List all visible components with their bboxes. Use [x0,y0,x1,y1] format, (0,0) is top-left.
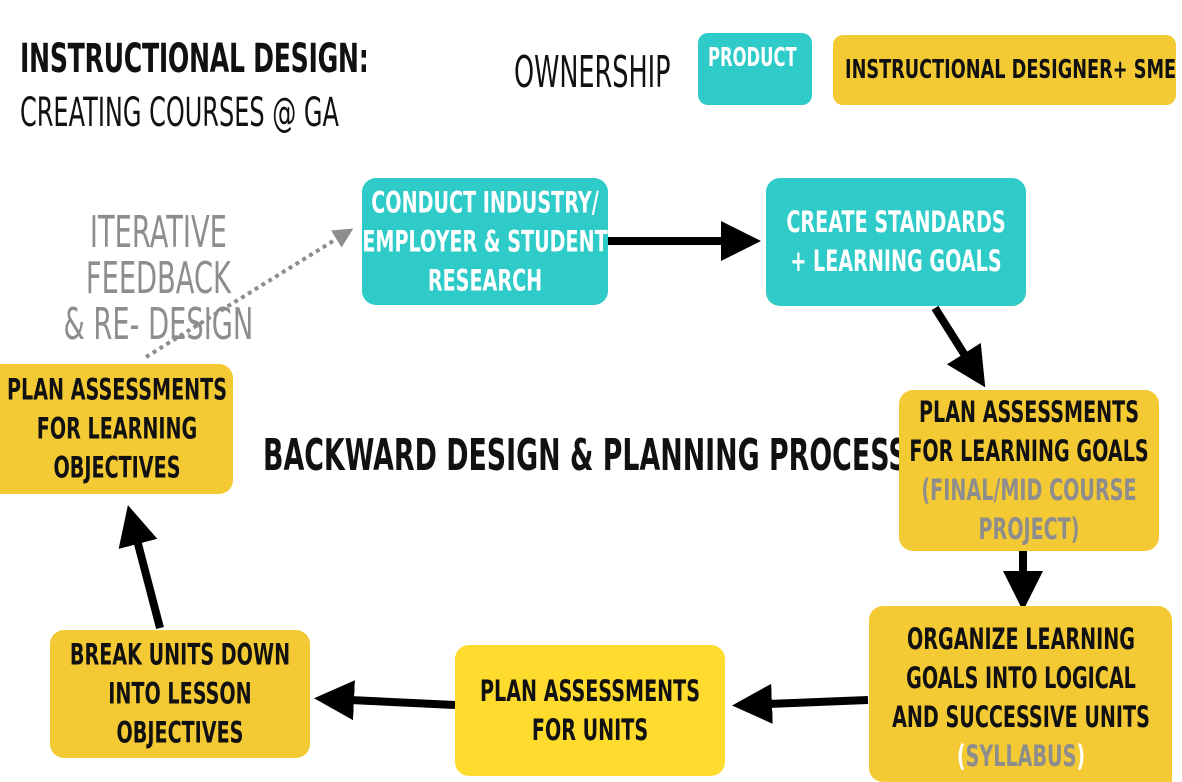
node-assess-objectives-line-2: FOR LEARNING [36,411,197,446]
arrow-feedback-to-research [144,228,354,359]
ownership-label: OWNERSHIP [514,47,671,98]
node-organize-note: (SYLLABUS) [892,737,1150,776]
node-organize-note-open: ( [956,738,966,773]
arrow-standards-to-assess-goals [931,305,986,388]
arrow-assess-units-to-break-units [314,680,456,721]
node-research: CONDUCT INDUSTRY/ EMPLOYER & STUDENT RES… [362,178,608,305]
node-research-line-3: RESEARCH [427,263,543,297]
legend-instructional-designer-label: INSTRUCTIONAL DESIGNER+ SME [845,55,1177,85]
node-standards: CREATE STANDARDS + LEARNING GOALS [766,178,1026,306]
arrow-break-units-to-assess-objectives [118,505,164,630]
legend-product-swatch: PRODUCT [698,33,812,105]
node-assess-goals-line-2: FOR LEARNING GOALS [909,433,1149,468]
node-break-units-line-1: BREAK UNITS DOWN [69,637,291,672]
page-subtitle: CREATING COURSES @ GA [20,90,339,136]
iterative-feedback-label: ITERATIVE FEEDBACK & RE- DESIGN [63,207,254,350]
node-organize-note-text: SYLLABUS [965,738,1076,773]
node-assess-units-line-2: FOR UNITS [531,712,649,747]
page-title: INSTRUCTIONAL DESIGN: [20,36,369,82]
node-assess-goals-note-2: PROJECT) [978,511,1080,546]
node-assess-goals-line-1: PLAN ASSESSMENTS [918,394,1140,429]
arrow-organize-to-assess-units [732,683,869,724]
legend-product-label: PRODUCT [708,43,797,73]
node-break-units-line-2: INTO LESSON [108,676,252,711]
node-assess-objectives: PLAN ASSESSMENTS FOR LEARNING OBJECTIVES [0,364,233,494]
node-research-line-1: CONDUCT INDUSTRY/ [371,185,599,219]
node-assess-objectives-line-1: PLAN ASSESSMENTS [6,372,227,407]
node-break-units-line-3: OBJECTIVES [116,715,244,750]
legend-instructional-designer-swatch: INSTRUCTIONAL DESIGNER+ SME [833,35,1176,105]
node-organize-line-2: GOALS INTO LOGICAL [905,660,1136,695]
node-assess-objectives-line-3: OBJECTIVES [53,450,180,485]
node-break-units: BREAK UNITS DOWN INTO LESSON OBJECTIVES [50,630,310,758]
node-organize-line-3: AND SUCCESSIVE UNITS [891,699,1150,734]
node-research-line-2: EMPLOYER & STUDENT [362,224,608,258]
node-assess-units-line-1: PLAN ASSESSMENTS [479,673,701,708]
node-assess-units: PLAN ASSESSMENTS FOR UNITS [455,645,725,776]
node-assess-goals: PLAN ASSESSMENTS FOR LEARNING GOALS (FIN… [899,390,1159,551]
node-organize-note-close: ) [1075,738,1085,773]
node-assess-goals-note-1: (FINAL/MID COURSE [921,472,1137,507]
node-organize: ORGANIZE LEARNING GOALS INTO LOGICAL AND… [869,606,1172,782]
node-standards-line-1: CREATE STANDARDS [786,205,1006,239]
node-standards-line-2: + LEARNING GOALS [790,244,1002,278]
node-organize-line-1: ORGANIZE LEARNING [906,621,1135,656]
process-title: BACKWARD DESIGN & PLANNING PROCESS [263,430,908,481]
